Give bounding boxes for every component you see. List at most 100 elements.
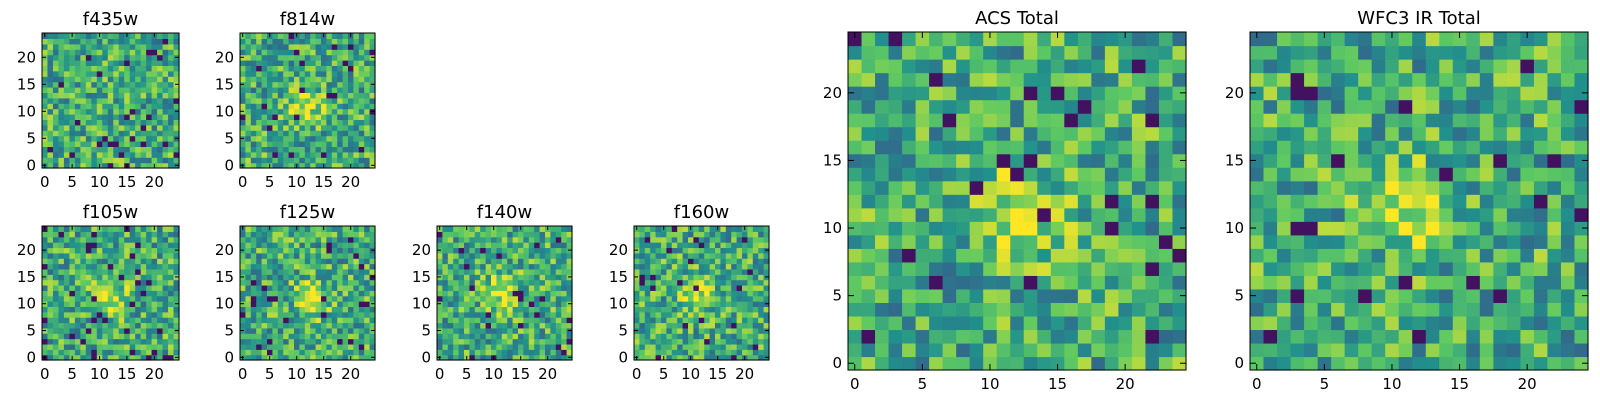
heatmap-cell (250, 290, 257, 297)
heatmap-cell (1118, 234, 1133, 249)
heatmap-cell (1304, 180, 1319, 195)
heatmap-cell (157, 130, 164, 137)
heatmap-cell (956, 45, 971, 60)
heatmap-cell (135, 349, 142, 356)
heatmap-cell (1479, 342, 1494, 358)
heatmap-cell (956, 261, 971, 276)
heatmap-cell (661, 349, 667, 356)
heatmap-cell (58, 247, 65, 254)
heatmap-cell (113, 279, 120, 286)
heatmap-cell (969, 248, 984, 263)
heatmap-cell (129, 236, 136, 243)
heatmap-cell (1050, 180, 1065, 195)
heatmap-cell (162, 349, 169, 356)
heatmap-cell (1158, 288, 1174, 303)
heatmap-cell (151, 301, 158, 307)
heatmap-cell (342, 290, 349, 297)
heatmap-cell (168, 268, 175, 275)
heatmap-cell (1506, 302, 1521, 317)
heatmap-cell (47, 317, 54, 324)
heatmap-cell (1466, 221, 1481, 236)
heatmap-cell (453, 258, 460, 265)
heatmap-cell (698, 306, 705, 313)
heatmap-cell (353, 124, 360, 131)
heatmap-cell (151, 108, 158, 115)
heatmap-cell (118, 70, 125, 77)
heatmap-cell (288, 274, 295, 281)
y-tick-label: 0 (26, 348, 36, 366)
x-tick-label: 5 (918, 375, 928, 393)
heatmap-cell (539, 311, 546, 318)
y-tick-label: 0 (618, 348, 628, 366)
heatmap-cell (91, 92, 98, 99)
heatmap-cell (129, 81, 136, 88)
heatmap-cell (698, 279, 705, 286)
heatmap-cell (85, 242, 92, 249)
heatmap-cell (693, 295, 700, 302)
heatmap-cell (1118, 302, 1133, 317)
heatmap-cell (63, 119, 70, 126)
heatmap-cell (1010, 140, 1025, 155)
heatmap-cell (140, 146, 147, 153)
heatmap-cell (140, 43, 147, 50)
heatmap-cell (1304, 207, 1319, 222)
heatmap-cell (52, 290, 60, 297)
heatmap-cell (337, 60, 344, 66)
heatmap-cell (47, 252, 54, 259)
heatmap-cell (364, 108, 371, 115)
heatmap-cell (369, 146, 376, 153)
heatmap-cell (331, 43, 338, 50)
heatmap-cell (337, 162, 344, 169)
heatmap-cell (704, 231, 711, 238)
heatmap-cell (752, 317, 759, 324)
heatmap-cell (942, 86, 957, 101)
heatmap-cell (288, 284, 295, 291)
heatmap-cell (173, 349, 180, 356)
heatmap-cell (523, 322, 530, 329)
heatmap-cell (1452, 302, 1467, 317)
heatmap-cell (272, 43, 279, 50)
heatmap-cell (168, 258, 175, 265)
heatmap-cell (1263, 288, 1278, 303)
heatmap-cell (47, 354, 54, 361)
heatmap-cell (52, 226, 60, 232)
heatmap-cell (915, 234, 930, 249)
heatmap-cell (353, 311, 360, 318)
heatmap-cell (848, 153, 863, 168)
heatmap-cell (157, 333, 164, 340)
heatmap-cell (299, 295, 306, 302)
heatmap-cell (861, 288, 876, 303)
heatmap-cell (512, 317, 519, 324)
heatmap-cell (469, 343, 476, 350)
heatmap-cell (321, 38, 327, 45)
heatmap-cell (736, 349, 743, 356)
heatmap-cell (1358, 234, 1373, 249)
heatmap-cell (1104, 234, 1119, 249)
heatmap-cell (929, 315, 944, 331)
heatmap-cell (146, 43, 153, 50)
heatmap-cell (485, 295, 492, 302)
heatmap-cell (942, 234, 957, 249)
heatmap-cell (983, 248, 998, 263)
heatmap-cell (107, 226, 114, 232)
heatmap-cell (80, 87, 87, 93)
heatmap-cell (304, 284, 311, 291)
heatmap-cell (639, 284, 646, 291)
heatmap-cell (469, 242, 476, 249)
heatmap-cell (875, 248, 890, 263)
heatmap-cell (534, 306, 541, 313)
heatmap-cell (58, 54, 65, 61)
heatmap-cell (353, 157, 360, 164)
heatmap-cell (496, 252, 503, 259)
heatmap-cell (74, 333, 81, 340)
heatmap-cell (507, 301, 514, 307)
heatmap-cell (1172, 180, 1187, 195)
heatmap-cell (272, 157, 279, 164)
heatmap-cell (140, 226, 147, 232)
heatmap-cell (157, 81, 164, 88)
heatmap-cell (758, 327, 765, 334)
heatmap-cell (250, 38, 257, 45)
heatmap-cell (447, 354, 454, 361)
heatmap-cell (996, 72, 1011, 87)
heatmap-cell (168, 290, 175, 297)
